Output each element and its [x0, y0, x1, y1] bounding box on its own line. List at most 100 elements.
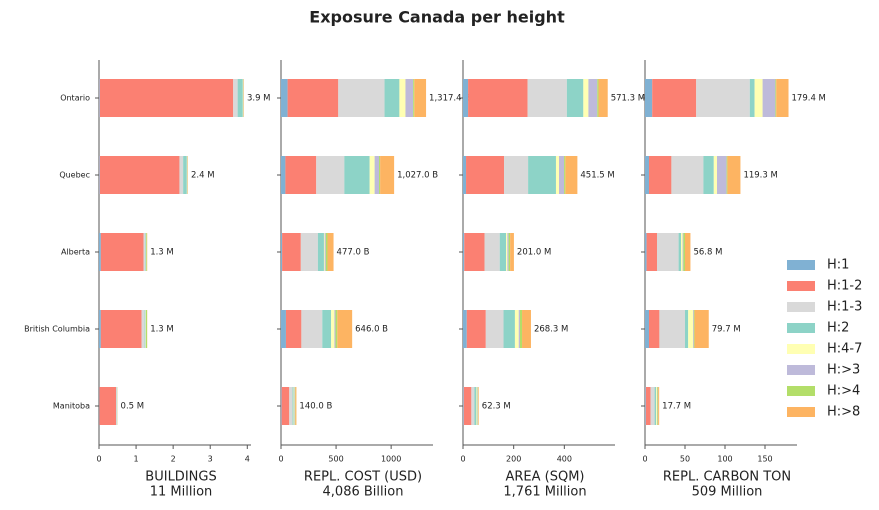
bar-segment [645, 387, 651, 425]
bar-segment [474, 387, 477, 425]
total-label: 268.3 M [534, 325, 568, 335]
bar-segment [281, 79, 288, 117]
total-label: 1.3 M [150, 248, 174, 258]
bar-segment [463, 156, 467, 194]
x-tick-label: 0 [278, 455, 283, 464]
legend-swatch [787, 302, 815, 312]
bar-segment [683, 233, 685, 271]
bar-segment [528, 156, 556, 194]
bar-segment [583, 79, 589, 117]
bar-segment [685, 233, 691, 271]
bar-segment [749, 79, 755, 117]
bar-segment [327, 233, 334, 271]
bar-segment [645, 387, 646, 425]
bar-segment [775, 79, 777, 117]
y-tick-label: Manitoba [53, 402, 90, 411]
bar-segment [183, 156, 187, 194]
bar-segment [717, 156, 727, 194]
bar-segment [331, 310, 335, 348]
bar-segment [384, 79, 400, 117]
bar-segment [508, 233, 511, 271]
bar-segment [344, 156, 370, 194]
bar-segment [471, 387, 475, 425]
bar-segment [334, 310, 336, 348]
bar-segment [693, 310, 694, 348]
x-tick-label: 1 [134, 455, 139, 464]
bar-segment [477, 387, 479, 425]
bar-segment [100, 310, 142, 348]
legend-swatch [787, 407, 815, 417]
bar-segment [671, 156, 704, 194]
bar-segment [145, 310, 148, 348]
bar-segment [337, 310, 353, 348]
bar-segment [682, 233, 684, 271]
bar-segment [325, 233, 328, 271]
x-axis-label: BUILDINGS [145, 470, 216, 485]
total-label: 477.0 B [337, 248, 370, 258]
y-tick-label: Ontario [60, 94, 90, 103]
bar-segment [649, 156, 672, 194]
bar-segment [338, 79, 385, 117]
bar-segment [703, 156, 714, 194]
legend-label: H:1 [827, 258, 849, 273]
bar-segment [317, 233, 324, 271]
x-tick-label: 2 [171, 455, 176, 464]
chart-title: Exposure Canada per height [309, 8, 565, 27]
bar-segment [485, 310, 504, 348]
bar-segment [499, 233, 507, 271]
bar-segment [99, 233, 101, 271]
x-axis-sublabel: 11 Million [150, 485, 213, 500]
bar-segment [294, 387, 296, 425]
y-tick-label: Alberta [61, 248, 90, 257]
bar-segment [726, 156, 728, 194]
total-label: 62.3 M [482, 402, 511, 412]
bar-segment [597, 79, 599, 117]
bar-segment [650, 387, 655, 425]
legend-swatch [787, 281, 815, 291]
y-tick-label: British Columbia [24, 325, 90, 334]
bar-segment [527, 79, 567, 117]
bar-segment [293, 387, 295, 425]
bar-segment [323, 233, 325, 271]
legend-swatch [787, 386, 815, 396]
bar-segment [518, 310, 520, 348]
x-tick-label: 500 [328, 455, 343, 464]
total-label: 17.7 M [662, 402, 691, 412]
bar-segment [559, 156, 565, 194]
bar-segment [99, 79, 100, 117]
legend-label: H:1-3 [827, 300, 862, 315]
bar-segment [414, 79, 427, 117]
bar-segment [656, 387, 657, 425]
bar-segment [477, 387, 478, 425]
total-label: 56.8 M [693, 248, 722, 258]
bar-segment [484, 233, 500, 271]
bar-segment [694, 310, 709, 348]
bar-segment [466, 310, 486, 348]
x-tick-label: 150 [757, 455, 772, 464]
bar-segment [300, 233, 318, 271]
total-label: 0.5 M [121, 402, 145, 412]
total-label: 179.4 M [792, 94, 826, 104]
x-tick-label: 50 [680, 455, 690, 464]
bar-segment [588, 79, 598, 117]
total-label: 451.5 M [580, 171, 614, 181]
bar-segment [649, 310, 660, 348]
bar-segment [413, 79, 415, 117]
bar-segment [645, 310, 649, 348]
bar-segment [292, 387, 294, 425]
bar-segment [287, 79, 339, 117]
bar-segment [468, 79, 528, 117]
x-tick-label: 0 [460, 455, 465, 464]
total-label: 2.4 M [191, 171, 215, 181]
bar-segment [506, 233, 508, 271]
bar-segment [99, 156, 180, 194]
bar-segment [322, 310, 332, 348]
bar-segment [99, 310, 101, 348]
bar-segment [466, 156, 505, 194]
bar-segment [507, 233, 509, 271]
bar-segment [659, 310, 685, 348]
legend-swatch [787, 260, 815, 270]
x-tick-label: 0 [642, 455, 647, 464]
total-label: 140.0 B [299, 402, 332, 412]
